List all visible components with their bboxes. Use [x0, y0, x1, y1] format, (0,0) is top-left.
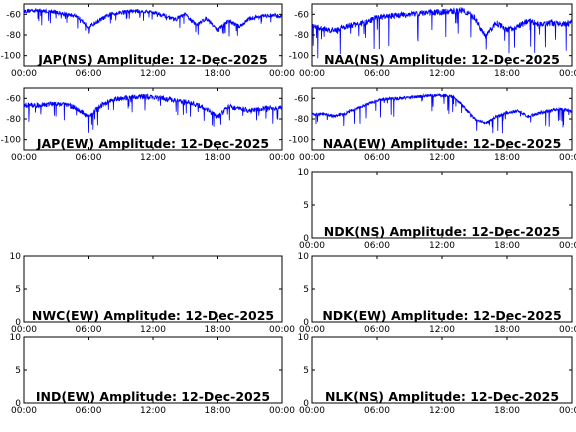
panel-5: 0 5 10 00:00 06:00 12:00 18:00 00:00 NDK(NS) Amp…	[298, 168, 576, 251]
x-tick-label: 00:00	[559, 69, 576, 79]
x-tick-label: 00:00	[559, 153, 576, 163]
panel-title: IND(EW) Amplitude: 12-Dec-2025	[36, 389, 270, 404]
y-tick-label: 10	[10, 333, 22, 343]
x-tick-label: 00:00	[299, 69, 325, 79]
y-tick-label: 10	[298, 333, 310, 343]
x-tick-label: 18:00	[494, 153, 520, 163]
y-tick-label: 0	[15, 318, 21, 328]
panel-title: JAP(EW) Amplitude: 12-Dec-2025	[36, 136, 269, 151]
amplitude-series-line	[23, 93, 283, 133]
panel-4: -60 -80 -100 00:00 06:00 12:00 18:00 00:00 NAA(E…	[289, 87, 576, 163]
x-tick-label: 12:00	[429, 69, 455, 79]
y-tick-label: -80	[6, 115, 21, 125]
x-tick-label: 00:00	[269, 69, 295, 79]
y-tick-label: -100	[1, 52, 22, 62]
panel-title: NLK(NS) Amplitude: 12-Dec-2025	[325, 389, 559, 404]
panel-6: 0 5 10 00:00 06:00 12:00 18:00 00:00 NWC(EW) Amp…	[10, 252, 296, 335]
panel-title: NAA(NS) Amplitude: 12-Dec-2025	[324, 52, 560, 67]
x-tick-label: 00:00	[11, 69, 37, 79]
y-tick-label: 5	[15, 366, 21, 376]
y-tick-label: 10	[10, 252, 22, 262]
x-tick-label: 06:00	[364, 325, 390, 335]
x-tick-label: 00:00	[559, 241, 576, 251]
x-tick-label: 00:00	[299, 406, 325, 416]
x-tick-label: 12:00	[429, 241, 455, 251]
x-tick-label: 00:00	[11, 153, 37, 163]
y-tick-label: -80	[294, 115, 309, 125]
y-tick-label: 0	[15, 399, 21, 409]
panel-title: NAA(EW) Amplitude: 12-Dec-2025	[323, 136, 562, 151]
x-tick-label: 00:00	[299, 241, 325, 251]
panel-title: NDK(NS) Amplitude: 12-Dec-2025	[324, 224, 560, 239]
x-tick-label: 00:00	[559, 406, 576, 416]
x-tick-label: 06:00	[76, 406, 102, 416]
panel-9: 0 5 10 00:00 06:00 12:00 18:00 00:00NLK(NS) Amp…	[298, 333, 576, 416]
x-tick-label: 06:00	[76, 69, 102, 79]
y-tick-label: -100	[289, 52, 310, 62]
y-tick-label: 5	[303, 201, 309, 211]
y-tick-label: 5	[303, 366, 309, 376]
y-tick-label: -60	[294, 10, 309, 20]
amplitude-series-line	[311, 92, 573, 134]
panel-title: JAP(NS) Amplitude: 12-Dec-2025	[37, 52, 267, 67]
x-tick-label: 00:00	[269, 153, 295, 163]
x-tick-label: 00:00	[11, 406, 37, 416]
x-tick-label: 06:00	[364, 69, 390, 79]
x-tick-label: 18:00	[494, 69, 520, 79]
panel-2: -60 -80 -100 00:00 06:00 12:00 18:00 00:00 NAA(N…	[289, 3, 576, 79]
x-tick-label: 12:00	[140, 325, 166, 335]
x-tick-label: 12:00	[429, 406, 455, 416]
y-tick-label: -60	[294, 94, 309, 104]
x-tick-label: 06:00	[76, 325, 102, 335]
x-tick-label: 18:00	[494, 241, 520, 251]
y-tick-label: 0	[303, 234, 309, 244]
x-tick-label: 18:00	[494, 325, 520, 335]
axes-frame	[23, 336, 283, 404]
x-tick-label: 12:00	[429, 325, 455, 335]
panel-8: 0 5 10 00:00 06:00 12:00 18:00 00:00 IND(EW) Amp…	[10, 333, 296, 416]
x-tick-label: 00:00	[269, 406, 295, 416]
x-tick-label: 00:00	[299, 325, 325, 335]
x-tick-label: 18:00	[205, 406, 231, 416]
x-tick-label: 18:00	[205, 69, 231, 79]
x-tick-label: 12:00	[429, 153, 455, 163]
y-tick-label: 10	[298, 168, 310, 178]
y-tick-label: 5	[303, 285, 309, 295]
axes-frame	[311, 255, 573, 323]
y-tick-label: 5	[15, 285, 21, 295]
panel-1: -60 -80 -100 00:00 06:00 12:00 18:00 00:00JAP(N…	[1, 3, 295, 79]
x-tick-label: 18:00	[494, 406, 520, 416]
panel-7: 0 5 10 00:00 06:00 12:00 18:00 00:00 NDK(EW) Amp…	[298, 252, 576, 335]
y-tick-label: -100	[1, 136, 22, 146]
axes-frame	[311, 336, 573, 404]
x-tick-label: 12:00	[140, 406, 166, 416]
y-tick-label: -60	[6, 94, 21, 104]
x-tick-label: 00:00	[559, 325, 576, 335]
y-tick-label: 0	[303, 399, 309, 409]
amplitude-series-line	[23, 8, 283, 37]
x-tick-label: 00:00	[269, 325, 295, 335]
x-tick-label: 06:00	[364, 153, 390, 163]
x-tick-label: 06:00	[364, 406, 390, 416]
x-tick-label: 18:00	[205, 325, 231, 335]
y-tick-label: -60	[6, 10, 21, 20]
y-tick-label: 10	[298, 252, 310, 262]
x-tick-label: 06:00	[76, 153, 102, 163]
x-tick-label: 18:00	[205, 153, 231, 163]
x-tick-label: 12:00	[140, 153, 166, 163]
axes-frame	[311, 171, 573, 239]
x-tick-label: 00:00	[299, 153, 325, 163]
y-tick-label: -80	[294, 31, 309, 41]
panel-title: NDK(EW) Amplitude: 12-Dec-2025	[322, 308, 561, 323]
y-tick-label: -100	[289, 136, 310, 146]
panel-title: NWC(EW) Amplitude: 12-Dec-2025	[32, 308, 274, 323]
y-tick-label: -80	[6, 31, 21, 41]
amplitude-series-line	[311, 6, 573, 59]
x-tick-label: 00:00	[11, 325, 37, 335]
y-tick-label: 0	[303, 318, 309, 328]
x-tick-label: 06:00	[364, 241, 390, 251]
x-tick-label: 12:00	[140, 69, 166, 79]
